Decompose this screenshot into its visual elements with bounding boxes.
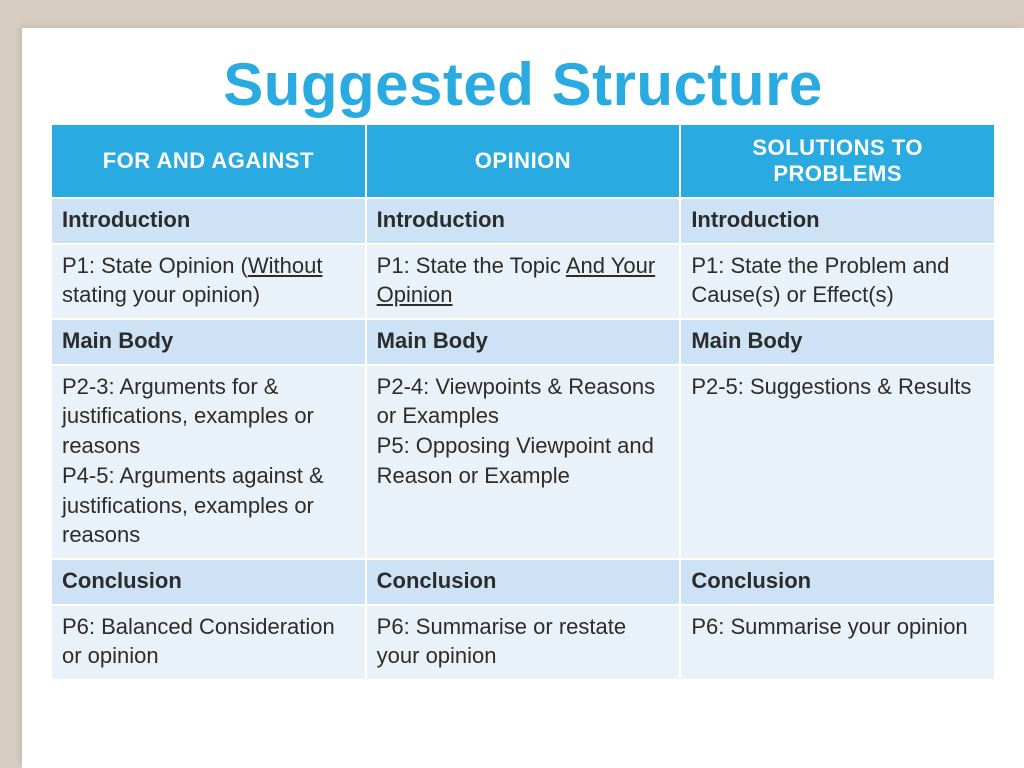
table-cell: P1: State the Topic And Your Opinion xyxy=(366,244,681,319)
structure-table: FOR AND AGAINST OPINION SOLUTIONS TO PRO… xyxy=(50,123,996,681)
table-row: ConclusionConclusionConclusion xyxy=(51,559,995,605)
table-body: IntroductionIntroductionIntroductionP1: … xyxy=(51,198,995,680)
table-cell: Conclusion xyxy=(366,559,681,605)
table-cell: Main Body xyxy=(680,319,995,365)
slide: Suggested Structure FOR AND AGAINST OPIN… xyxy=(22,28,1024,768)
table-row: P2-3: Arguments for & justifications, ex… xyxy=(51,365,995,559)
table-cell: Main Body xyxy=(51,319,366,365)
col-header: OPINION xyxy=(366,124,681,198)
col-header: SOLUTIONS TO PROBLEMS xyxy=(680,124,995,198)
table-cell: P1: State the Problem and Cause(s) or Ef… xyxy=(680,244,995,319)
table-cell: Conclusion xyxy=(51,559,366,605)
page-title: Suggested Structure xyxy=(22,50,1024,119)
table-cell: P6: Summarise or restate your opinion xyxy=(366,605,681,680)
table-cell: P2-5: Suggestions & Results xyxy=(680,365,995,559)
table-cell: Introduction xyxy=(51,198,366,244)
table-row: P6: Balanced Consideration or opinionP6:… xyxy=(51,605,995,680)
table-cell: P2-3: Arguments for & justifications, ex… xyxy=(51,365,366,559)
table-cell: Introduction xyxy=(680,198,995,244)
table-cell: P6: Summarise your opinion xyxy=(680,605,995,680)
table-cell: P2-4: Viewpoints & Reasons or ExamplesP5… xyxy=(366,365,681,559)
table-cell: Introduction xyxy=(366,198,681,244)
table-header-row: FOR AND AGAINST OPINION SOLUTIONS TO PRO… xyxy=(51,124,995,198)
table-cell: Conclusion xyxy=(680,559,995,605)
table-row: P1: State Opinion (Without stating your … xyxy=(51,244,995,319)
table-cell: P1: State Opinion (Without stating your … xyxy=(51,244,366,319)
table-cell: P6: Balanced Consideration or opinion xyxy=(51,605,366,680)
table-cell: Main Body xyxy=(366,319,681,365)
table-row: Main BodyMain BodyMain Body xyxy=(51,319,995,365)
col-header: FOR AND AGAINST xyxy=(51,124,366,198)
table-row: IntroductionIntroductionIntroduction xyxy=(51,198,995,244)
